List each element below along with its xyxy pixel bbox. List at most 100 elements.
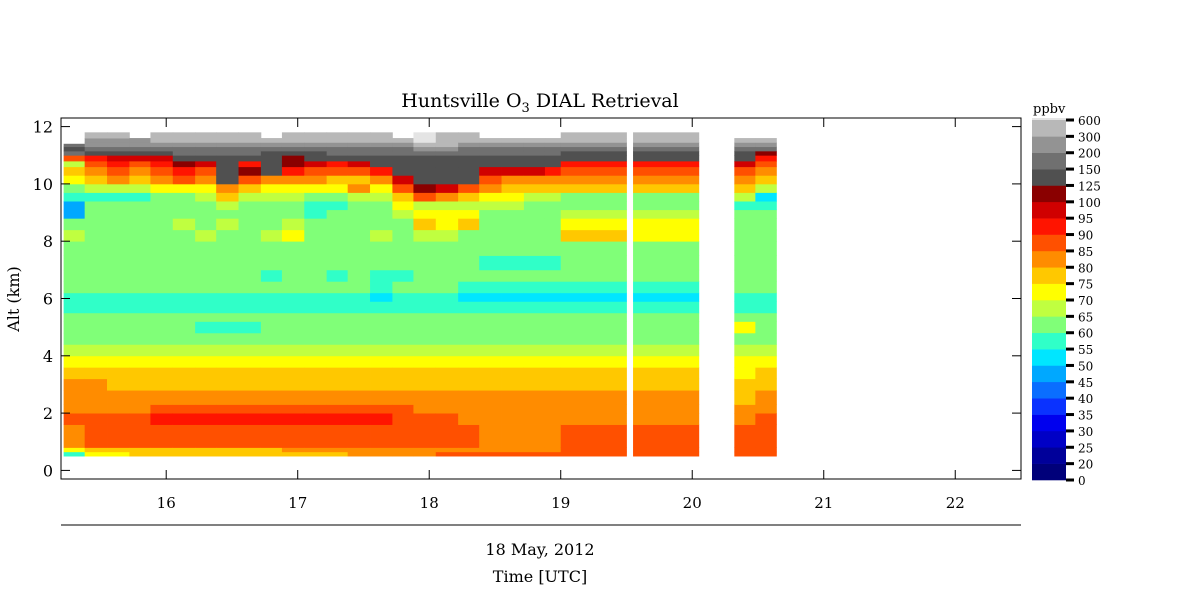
heatmap-cell <box>347 138 371 143</box>
heatmap-cell <box>195 292 217 302</box>
heatmap-cell <box>347 146 371 152</box>
heatmap-cell <box>216 355 239 368</box>
heatmap-cell <box>370 378 393 391</box>
heatmap-cell <box>172 209 196 219</box>
heatmap-cell <box>370 166 393 176</box>
heatmap-cell <box>238 378 262 391</box>
heatmap-cell <box>107 292 130 302</box>
heatmap-cell <box>281 292 305 302</box>
heatmap-cell <box>523 332 546 345</box>
heatmap-cell <box>413 132 437 139</box>
colorbar-swatch <box>1032 250 1066 268</box>
heatmap-cell <box>479 301 502 314</box>
heatmap-cell <box>347 142 371 148</box>
heatmap-cell <box>479 160 502 168</box>
heatmap-cell <box>392 292 414 302</box>
heatmap-cell <box>195 146 217 152</box>
heatmap-cell <box>370 344 393 357</box>
heatmap-cell <box>216 390 239 405</box>
heatmap-cell <box>347 344 371 357</box>
heatmap-cell <box>413 146 437 152</box>
heatmap-cell <box>458 138 480 143</box>
heatmap-cell <box>238 160 262 168</box>
heatmap-cell <box>523 378 546 391</box>
heatmap-cell <box>544 367 562 380</box>
heatmap-cell <box>370 155 393 162</box>
heatmap-cell <box>523 138 546 143</box>
heatmap-cell <box>172 150 196 156</box>
heatmap-cell <box>392 332 414 345</box>
heatmap-cell <box>501 209 525 219</box>
heatmap-cell <box>523 281 546 294</box>
heatmap-cell <box>370 209 393 219</box>
colorbar-label: 600 <box>1078 114 1101 128</box>
heatmap-cell <box>633 269 700 282</box>
heatmap-cell <box>413 241 437 256</box>
heatmap-cell <box>216 229 239 242</box>
heatmap-cell <box>238 367 262 380</box>
heatmap-cell <box>63 378 86 391</box>
heatmap-cell <box>84 269 108 282</box>
colorbar-label: 55 <box>1078 343 1093 357</box>
heatmap-cell <box>479 378 502 391</box>
heatmap-cell <box>195 451 217 457</box>
heatmap-cell <box>63 241 86 256</box>
heatmap-cell <box>281 390 305 405</box>
heatmap-cell <box>304 378 328 391</box>
heatmap-cell <box>370 132 393 139</box>
heatmap-cell <box>260 390 283 405</box>
heatmap-cell <box>544 269 562 282</box>
heatmap-cell <box>413 355 437 368</box>
heatmap-cell <box>413 142 437 148</box>
heatmap-cell <box>479 321 502 334</box>
heatmap-cell <box>260 312 283 322</box>
heatmap-cell <box>479 166 502 176</box>
heatmap-cell <box>107 332 130 345</box>
heatmap-cell <box>560 150 627 156</box>
heatmap-cell <box>370 229 393 242</box>
heatmap-cell <box>370 321 393 334</box>
heatmap-cell <box>304 292 328 302</box>
heatmap-cell <box>479 183 502 193</box>
heatmap-cell <box>479 451 502 457</box>
heatmap-cell <box>150 321 174 334</box>
heatmap-cell <box>392 229 414 242</box>
heatmap-cell <box>435 192 459 202</box>
heatmap-cell <box>458 155 480 162</box>
heatmap-cell <box>458 166 480 176</box>
heatmap-cell <box>392 201 414 211</box>
colorbar-label: 75 <box>1078 278 1093 292</box>
heatmap-cell <box>633 404 700 414</box>
heatmap-cell <box>392 424 414 448</box>
heatmap-cell <box>281 344 305 357</box>
heatmap-cell <box>107 201 130 211</box>
heatmap-cell <box>304 160 328 168</box>
heatmap-cell <box>150 166 174 176</box>
heatmap-cell <box>260 150 283 156</box>
heatmap-cell <box>84 332 108 345</box>
heatmap-cell <box>544 155 562 162</box>
heatmap-cell <box>195 332 217 345</box>
heatmap-cell <box>755 390 777 405</box>
heatmap-cell <box>734 367 756 380</box>
heatmap-cell <box>129 404 151 414</box>
heatmap-cell <box>370 146 393 152</box>
heatmap-cell <box>63 332 86 345</box>
heatmap-cell <box>195 229 217 242</box>
heatmap-cell <box>392 281 414 294</box>
heatmap-cell <box>523 292 546 302</box>
heatmap-cell <box>107 281 130 294</box>
heatmap-cell <box>260 192 283 202</box>
heatmap-cell <box>347 155 371 162</box>
heatmap-cell <box>435 321 459 334</box>
heatmap-cell <box>523 413 546 425</box>
heatmap-cell <box>755 160 777 168</box>
heatmap-cell <box>435 378 459 391</box>
heatmap-cell <box>435 413 459 425</box>
heatmap-cell <box>195 413 217 425</box>
heatmap-cell <box>633 166 700 176</box>
heatmap-cell <box>501 269 525 282</box>
heatmap-cell <box>392 183 414 193</box>
heatmap-cell <box>216 281 239 294</box>
colorbar-label: 85 <box>1078 245 1093 259</box>
